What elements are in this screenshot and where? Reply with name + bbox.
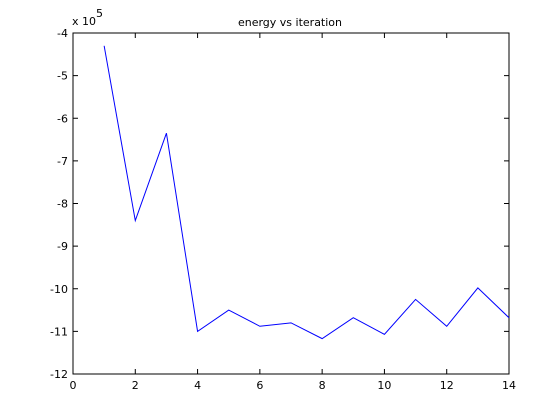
x-tick-label: 0: [70, 379, 77, 392]
y-tick-label: -12: [50, 368, 68, 381]
y-tick-label: -4: [57, 27, 68, 40]
x-tick-label: 14: [502, 379, 516, 392]
series-line: [103, 45, 510, 340]
y-tick-label: -5: [57, 70, 68, 83]
y-tick-label: -8: [57, 198, 68, 211]
x-tick-label: 4: [194, 379, 201, 392]
y-tick-label: -7: [57, 155, 68, 168]
y-axis-ticks: -12 -11 -10 -9 -8 -7 -6 -5 -4: [50, 27, 509, 381]
y-tick-label: -9: [57, 240, 68, 253]
x-tick-label: 12: [440, 379, 454, 392]
x-tick-label: 2: [132, 379, 139, 392]
x-tick-label: 8: [319, 379, 326, 392]
y-tick-label: -10: [50, 283, 68, 296]
y-exponent-label: x 10: [72, 15, 96, 28]
plot-lines: [103, 45, 510, 340]
y-exponent-power: 5: [96, 7, 103, 20]
x-tick-label: 10: [377, 379, 391, 392]
x-axis-ticks: 0 2 4 6 8 10 12 14: [70, 33, 516, 392]
x-tick-label: 6: [256, 379, 263, 392]
y-tick-label: -11: [50, 325, 68, 338]
chart-title: energy vs iteration: [238, 16, 342, 29]
y-tick-label: -6: [57, 112, 68, 125]
